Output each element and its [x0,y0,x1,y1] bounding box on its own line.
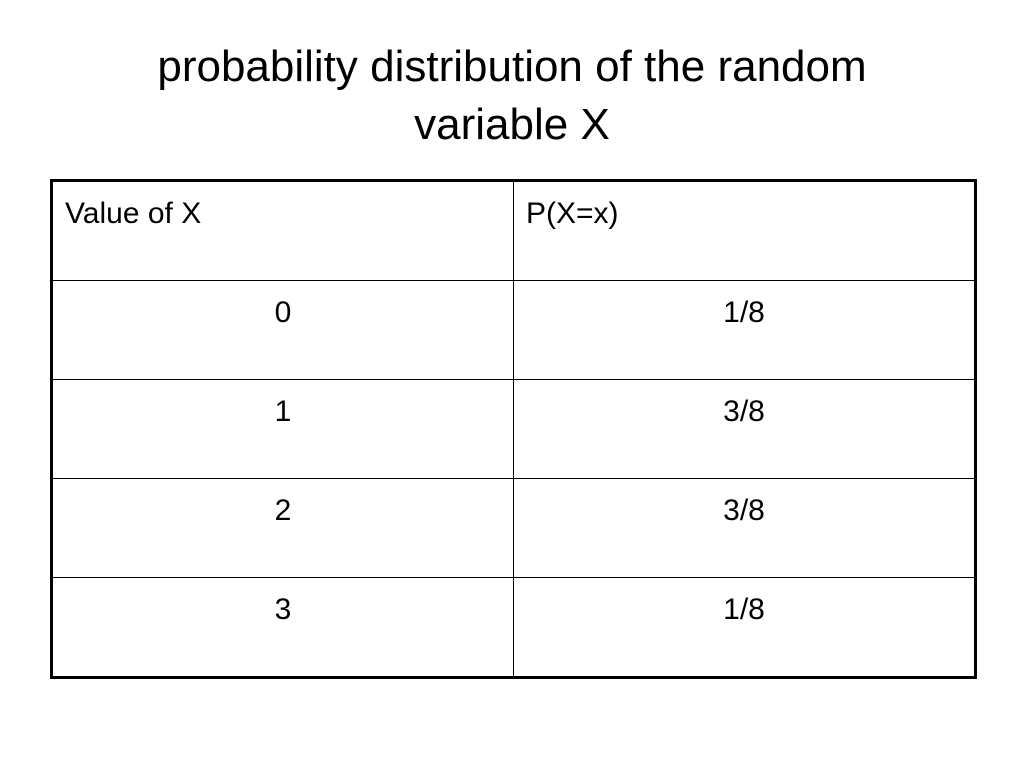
title-line-2: variable X [414,100,610,149]
x-value: 1 [274,395,292,428]
header-probability: P(X=x) [513,179,977,281]
cell-x: 0 [50,280,514,380]
x-value: 2 [274,494,292,527]
header-value-of-x: Value of X [50,179,514,281]
cell-p: 1/8 [513,280,977,380]
cell-x: 2 [50,478,514,578]
cell-p: 3/8 [513,379,977,479]
p-value: 1/8 [723,296,765,329]
table-row: 1 3/8 [50,379,977,479]
x-value: 0 [274,296,292,329]
cell-x: 1 [50,379,514,479]
slide-title: probability distribution of the random v… [60,38,964,154]
cell-p: 1/8 [513,577,977,679]
header-label: P(X=x) [526,197,619,230]
p-value: 3/8 [723,395,765,428]
table-row: 2 3/8 [50,478,977,578]
table-row: 0 1/8 [50,280,977,380]
title-line-1: probability distribution of the random [157,42,867,91]
p-value: 1/8 [723,593,765,626]
p-value: 3/8 [723,494,765,527]
cell-x: 3 [50,577,514,679]
probability-distribution-table: Value of X P(X=x) 0 1/8 1 3/8 2 [50,179,977,679]
x-value: 3 [274,593,292,626]
table-header-row: Value of X P(X=x) [50,179,977,281]
table-row: 3 1/8 [50,577,977,679]
header-label: Value of X [65,197,202,230]
cell-p: 3/8 [513,478,977,578]
